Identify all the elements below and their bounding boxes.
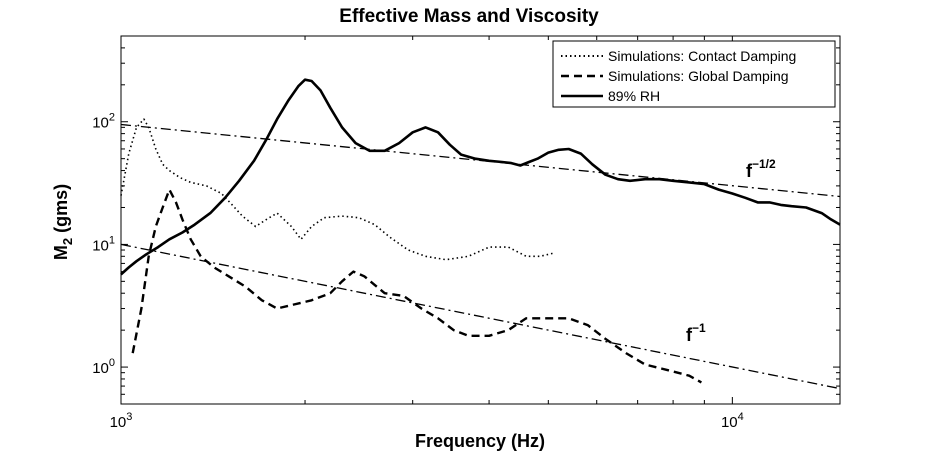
legend-label-global-damping: Simulations: Global Damping — [608, 68, 789, 84]
series-89rh — [120, 78, 841, 276]
chart-title: Effective Mass and Viscosity — [339, 6, 599, 27]
annotation-f-half-exp: −1/2 — [752, 157, 776, 171]
legend: Simulations: Contact Damping Simulations… — [552, 40, 836, 108]
reference-line-1 — [120, 243, 841, 390]
annotation-f-inverse-base: f — [686, 325, 693, 345]
annotation-f-half: f−1/2 — [746, 157, 776, 181]
tick-labels: 103 104 100 101 102 — [92, 112, 744, 431]
y-axis-title-rest: (gms) — [51, 184, 71, 238]
annotation-f-half-base: f — [746, 161, 753, 181]
legend-label-89rh: 89% RH — [608, 88, 660, 104]
x-axis-title: Frequency (Hz) — [415, 431, 545, 451]
legend-label-contact-damping: Simulations: Contact Damping — [608, 48, 796, 64]
axis-ticks — [120, 35, 840, 405]
y-axis-title-sub: 2 — [60, 238, 75, 245]
annotation-f-inverse: f−1 — [686, 321, 706, 345]
y-tick-label: 102 — [92, 112, 115, 132]
series-lines — [120, 78, 841, 384]
y-tick-label: 100 — [92, 357, 115, 377]
series-global-damping — [131, 188, 702, 384]
x-tick-label: 103 — [110, 411, 133, 431]
y-axis-title-base: M — [51, 245, 71, 260]
series-contact-damping — [120, 118, 554, 261]
annotation-f-inverse-exp: −1 — [692, 321, 706, 335]
y-tick-label: 101 — [92, 234, 115, 254]
y-axis-title: M2 (gms) — [51, 184, 75, 260]
x-tick-label: 104 — [721, 411, 744, 431]
svg-text:f−1/2: f−1/2 — [746, 157, 776, 181]
svg-text:f−1: f−1 — [686, 321, 706, 345]
